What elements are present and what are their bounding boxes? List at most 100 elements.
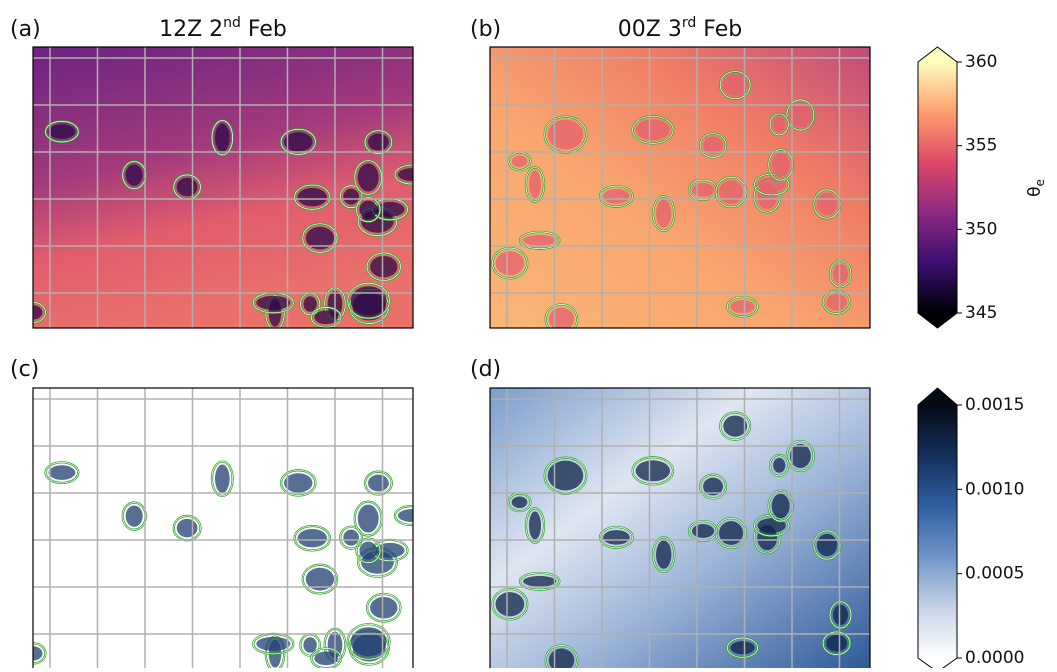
feature	[723, 74, 747, 95]
feature	[772, 494, 790, 519]
colorbar-label: θe	[1025, 179, 1047, 197]
feature	[177, 178, 198, 196]
feature	[656, 540, 671, 568]
feature	[523, 576, 556, 587]
feature	[215, 124, 230, 152]
colorbar-tick-label: 0.0015	[965, 395, 1024, 415]
feature	[529, 511, 541, 539]
feature	[773, 458, 785, 473]
feature	[256, 637, 290, 651]
colorbar-tick-label: 355	[965, 136, 997, 156]
feature	[303, 296, 316, 311]
label-main: θ	[1025, 186, 1045, 196]
colorbar-tick-label: 345	[965, 303, 997, 323]
feature	[826, 294, 847, 311]
fields	[21, 47, 870, 668]
title-tail: Feb	[696, 17, 742, 42]
feature	[603, 189, 630, 204]
feature	[48, 124, 75, 139]
feature	[548, 461, 584, 491]
feature	[256, 296, 290, 310]
feature	[126, 505, 143, 526]
title-text: 00Z 3	[618, 17, 682, 42]
feature	[343, 530, 359, 546]
feature	[773, 117, 785, 132]
feature	[723, 415, 747, 436]
feature	[512, 156, 528, 168]
feature	[529, 170, 541, 198]
colorbar-body	[918, 62, 957, 313]
field	[490, 47, 870, 334]
title-sup: rd	[682, 15, 696, 31]
figure: (a) (b) (c) (d) 12Z 2nd Feb 00Z 3rd Feb …	[0, 0, 1057, 668]
feature	[284, 132, 312, 151]
field-background	[490, 47, 870, 328]
panel-label: (a)	[10, 17, 41, 42]
feature	[523, 235, 556, 246]
feature	[495, 251, 524, 275]
feature	[368, 475, 389, 492]
feature	[215, 465, 230, 493]
colorbar-tick-label: 350	[965, 219, 997, 239]
feature	[636, 460, 670, 481]
feature	[790, 103, 811, 127]
field	[490, 388, 870, 668]
field-background	[490, 388, 870, 668]
feature	[817, 534, 837, 556]
feature	[177, 519, 198, 537]
feature	[351, 286, 387, 315]
colorbar-extend	[918, 388, 957, 405]
feature	[817, 193, 837, 215]
feature	[48, 465, 75, 480]
colorbars: 345 350 355 360 θe 0.0000 0.0005 0.0010 0.0015	[918, 47, 1047, 668]
feature	[548, 120, 584, 150]
feature	[495, 592, 524, 616]
title-text: 12Z 2	[159, 17, 223, 42]
feature	[833, 605, 848, 625]
feature	[512, 497, 528, 509]
feature	[351, 627, 387, 656]
feature	[636, 119, 670, 140]
feature	[284, 473, 312, 492]
feature	[359, 201, 377, 219]
feature	[719, 180, 743, 204]
feature	[303, 637, 316, 652]
feature	[370, 256, 397, 278]
feature	[656, 199, 671, 227]
colorbar-tick-label: 0.0000	[965, 648, 1024, 668]
panel-label: (c)	[10, 357, 39, 382]
panel-label: (d)	[470, 357, 501, 382]
feature	[398, 509, 425, 522]
feature	[370, 597, 397, 619]
feature	[358, 164, 379, 192]
colorbar-extend	[918, 658, 957, 668]
feature	[719, 521, 743, 545]
feature	[358, 505, 379, 533]
colorbar-tick-label: 0.0010	[965, 479, 1024, 499]
colorbar-tick-label: 360	[965, 52, 997, 72]
title-sup: nd	[223, 15, 241, 31]
feature	[298, 188, 327, 206]
colorbar-extend	[918, 313, 957, 328]
feature	[826, 635, 847, 652]
title-tail: Feb	[241, 17, 287, 42]
feature	[298, 529, 327, 547]
feature	[603, 530, 630, 545]
feature	[398, 168, 425, 181]
feature	[692, 183, 714, 197]
colorbar-tick-label: 0.0005	[965, 564, 1024, 584]
colorbar-body	[918, 405, 957, 658]
feature	[368, 134, 389, 151]
feature	[359, 542, 377, 560]
label-sub: e	[1033, 179, 1047, 186]
feature	[772, 153, 790, 178]
feature	[343, 189, 359, 205]
colorbar-extend	[918, 47, 957, 62]
panel-label: (b)	[470, 17, 501, 42]
feature	[730, 300, 754, 313]
feature	[692, 524, 714, 538]
feature	[833, 264, 848, 284]
panel-title: 00Z 3rd Feb	[618, 15, 742, 42]
feature	[790, 444, 811, 468]
field	[21, 47, 429, 330]
